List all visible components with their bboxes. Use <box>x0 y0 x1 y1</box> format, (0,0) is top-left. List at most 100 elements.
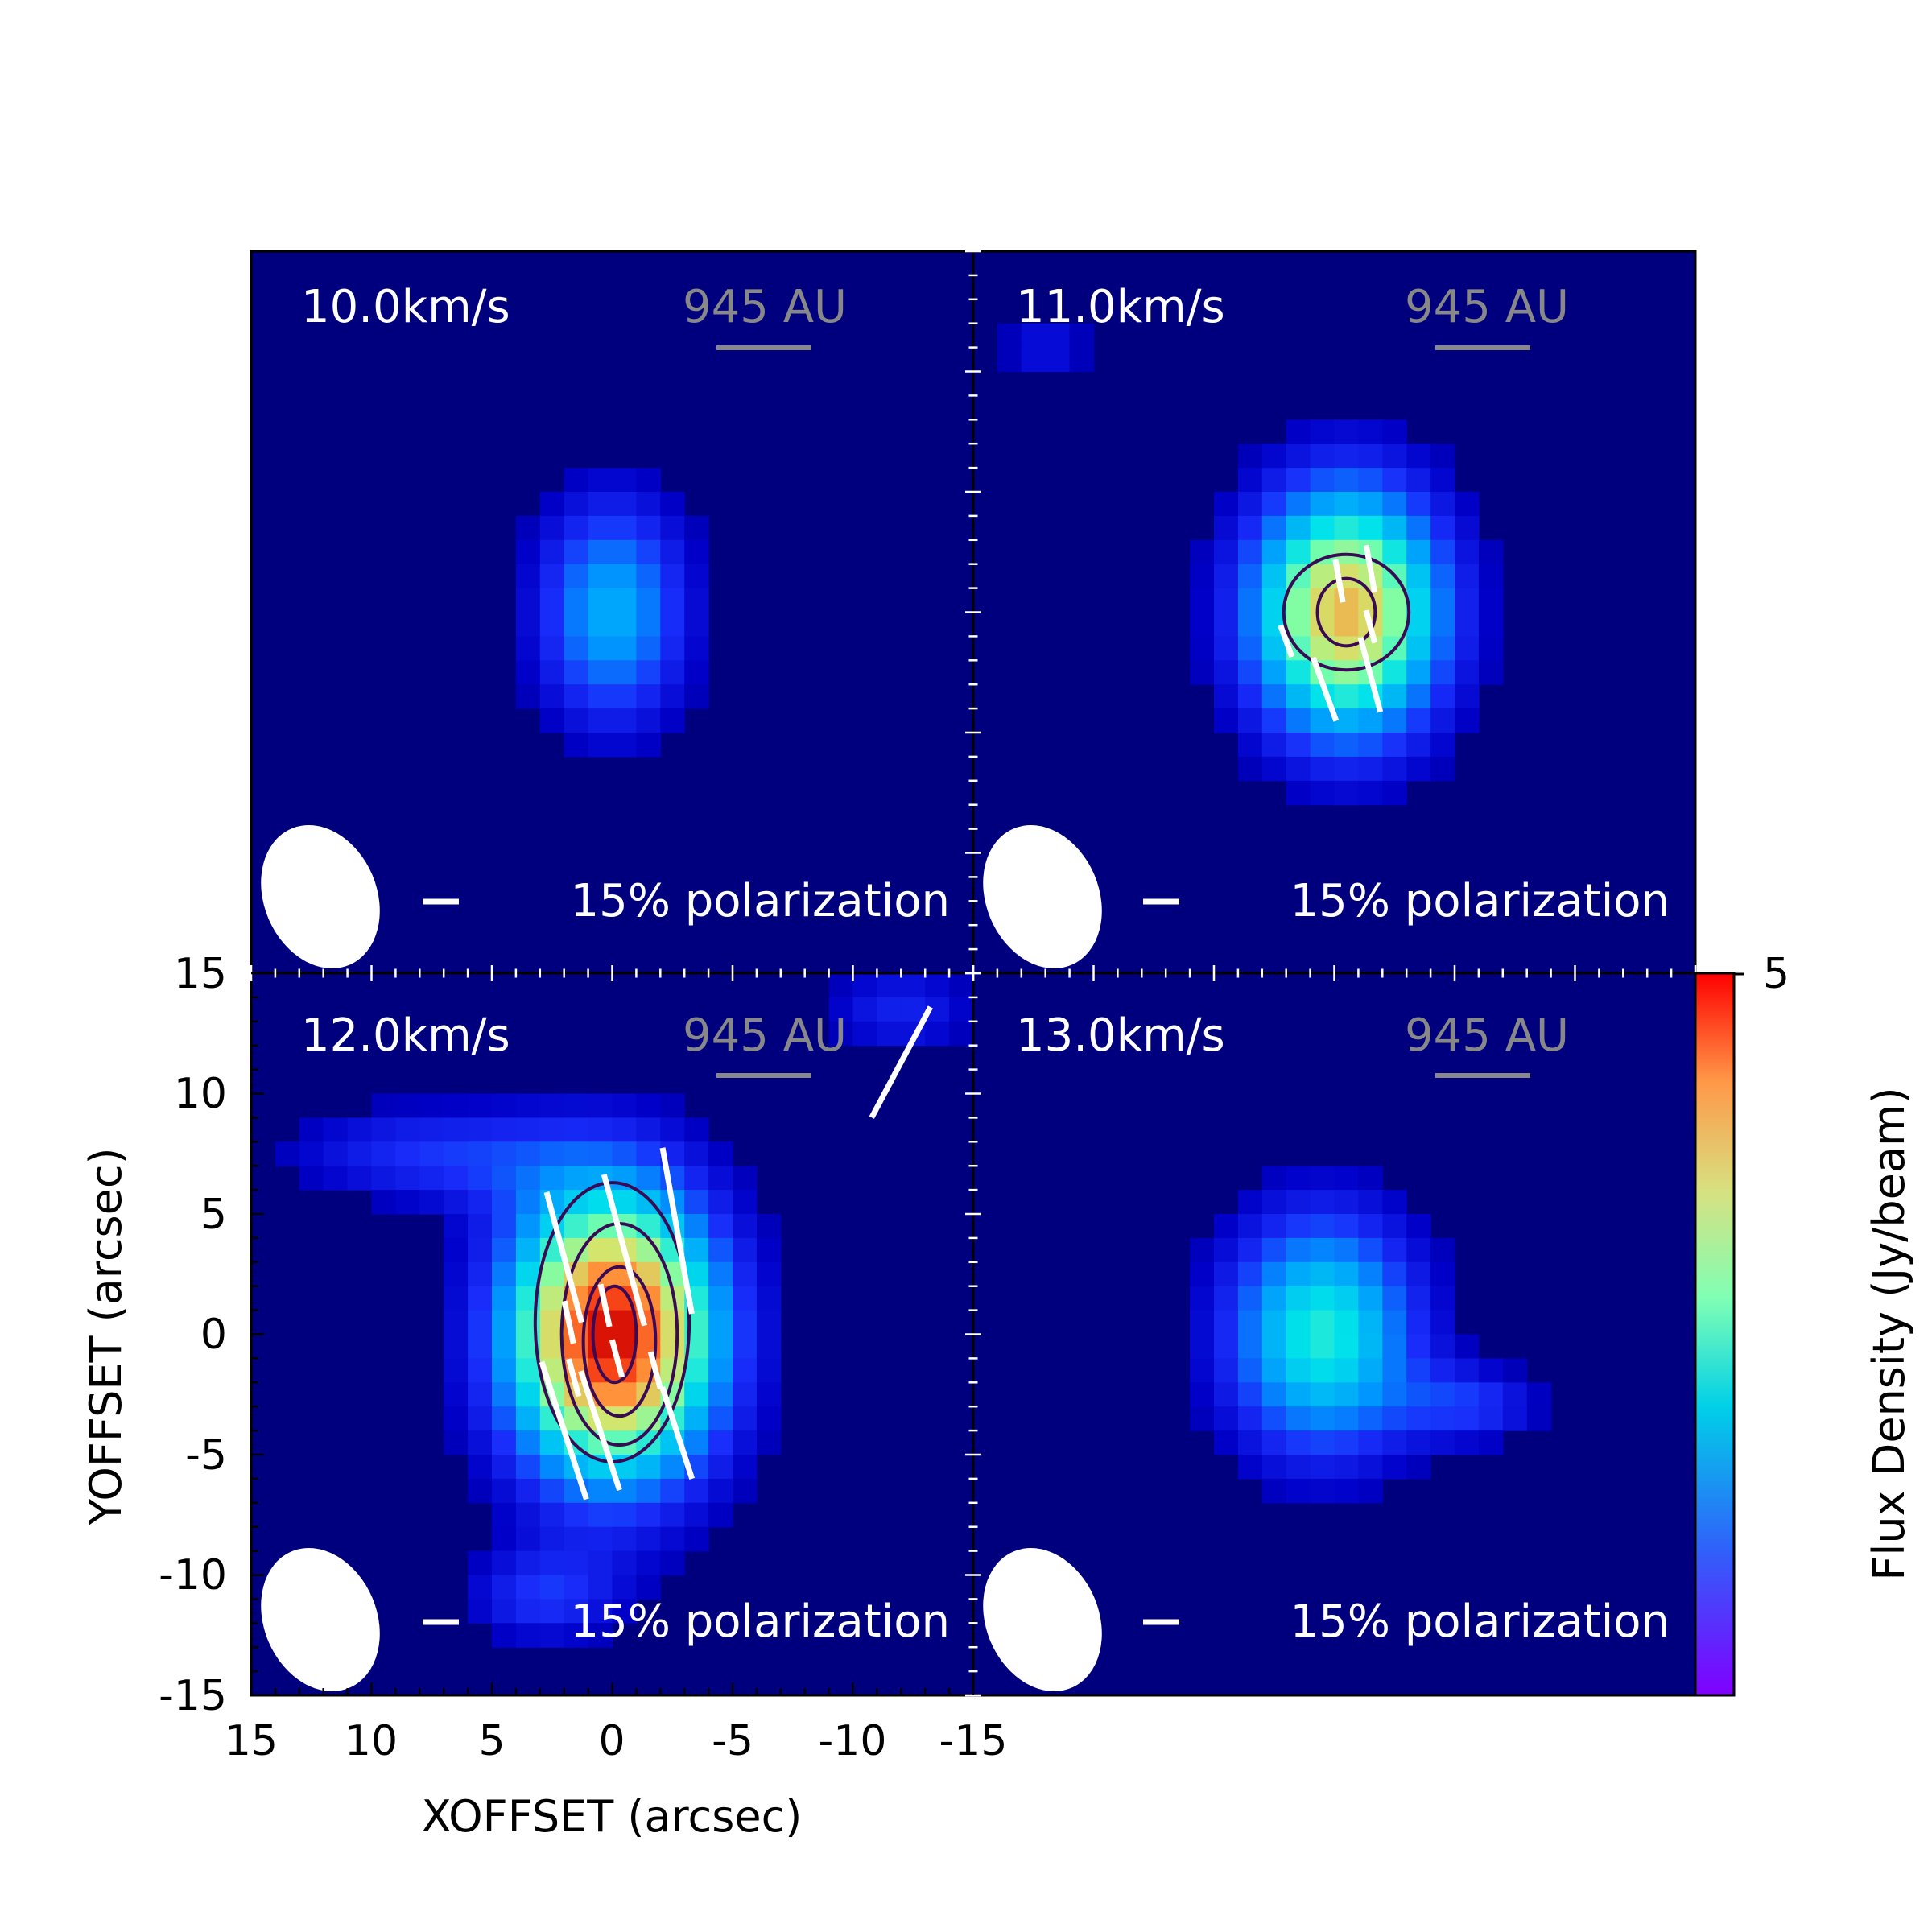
map-pixel <box>468 1093 493 1118</box>
map-pixel <box>1310 1261 1335 1287</box>
map-pixel <box>1455 1430 1480 1455</box>
map-pixel <box>564 1214 589 1239</box>
map-pixel <box>1406 1310 1431 1335</box>
map-pixel <box>1237 756 1263 782</box>
map-pixel <box>323 1166 349 1191</box>
polarization-vector <box>1332 559 1346 603</box>
map-pixel <box>828 997 854 1022</box>
map-pixel <box>1334 1190 1359 1215</box>
map-pixel <box>708 1502 733 1528</box>
map-pixel <box>852 973 877 998</box>
map-pixel <box>419 1117 444 1142</box>
map-pixel <box>1334 660 1359 685</box>
map-pixel <box>901 973 926 998</box>
map-pixel <box>1502 1358 1528 1383</box>
map-pixel <box>1310 1430 1335 1455</box>
map-pixel <box>733 1382 758 1407</box>
colorbar-label: Flux Density (Jy/beam) <box>1864 1087 1914 1580</box>
map-pixel <box>1502 1382 1528 1407</box>
map-pixel <box>1478 1358 1504 1383</box>
y-tick-label: 15 <box>174 950 227 998</box>
map-pixel <box>515 1214 541 1239</box>
map-pixel <box>492 1334 517 1359</box>
map-pixel <box>1406 1455 1431 1480</box>
map-pixel <box>564 1166 589 1191</box>
map-pixel <box>1334 1237 1359 1263</box>
map-pixel <box>323 1117 349 1142</box>
map-pixel <box>1382 1406 1407 1431</box>
map-pixel <box>1310 1406 1335 1431</box>
map-pixel <box>1358 492 1383 517</box>
map-pixel <box>733 1406 758 1431</box>
map-pixel <box>660 1526 685 1552</box>
map-pixel <box>1214 1358 1239 1383</box>
polarization-vector <box>609 1339 625 1378</box>
map-pixel <box>468 1214 493 1239</box>
map-pixel <box>588 636 613 661</box>
map-pixel <box>515 588 541 613</box>
map-pixel <box>1190 636 1215 661</box>
map-pixel <box>564 1141 589 1166</box>
map-pixel <box>1334 444 1359 469</box>
map-pixel <box>299 1166 324 1191</box>
map-pixel <box>612 515 637 541</box>
map-pixel <box>1310 1190 1335 1215</box>
map-pixel <box>1261 492 1287 517</box>
map-pixel <box>515 1406 541 1431</box>
map-pixel <box>419 1093 444 1118</box>
map-pixel <box>492 1261 517 1287</box>
polarization-vector <box>601 1174 647 1327</box>
map-pixel <box>1382 539 1407 565</box>
map-pixel <box>468 1286 493 1311</box>
map-pixel <box>1382 684 1407 709</box>
map-pixel <box>395 1141 420 1166</box>
map-pixel <box>492 1214 517 1239</box>
colorbar-gradient <box>1694 972 1736 1697</box>
map-pixel <box>444 1334 469 1359</box>
map-pixel <box>756 1334 782 1359</box>
map-pixel <box>708 1190 733 1215</box>
map-pixel <box>1310 1382 1335 1407</box>
map-pixel <box>1430 492 1455 517</box>
map-pixel <box>588 564 613 589</box>
map-pixel <box>444 1141 469 1166</box>
map-pixel <box>1406 492 1431 517</box>
map-pixel <box>1358 1455 1383 1480</box>
map-pixel <box>1430 756 1455 782</box>
map-pixel <box>515 1478 541 1504</box>
map-pixel <box>444 1382 469 1407</box>
map-pixel <box>1286 756 1311 782</box>
map-pixel <box>997 323 1022 349</box>
beam-ellipse <box>983 1548 1102 1691</box>
map-pixel <box>564 1117 589 1142</box>
map-pixel <box>612 1117 637 1142</box>
map-pixel <box>1406 660 1431 685</box>
map-pixel <box>1334 708 1359 733</box>
map-pixel <box>636 733 661 758</box>
map-pixel <box>492 1166 517 1191</box>
map-pixel <box>1286 1334 1311 1359</box>
polarization-vector <box>1363 609 1378 644</box>
map-pixel <box>539 1478 565 1504</box>
map-pixel <box>492 1190 517 1215</box>
map-pixel <box>539 1093 565 1118</box>
map-pixel <box>588 1575 613 1600</box>
beam-ellipse <box>983 825 1102 968</box>
map-pixel <box>1455 660 1480 685</box>
polarization-vectors <box>1278 544 1384 722</box>
panel-11kms: 11.0km/s 945 AU 15% polarization <box>972 250 1697 975</box>
map-pixel <box>1382 1310 1407 1335</box>
map-pixel <box>468 1237 493 1263</box>
map-pixel <box>877 973 902 998</box>
map-pixel <box>1455 636 1480 661</box>
map-pixel <box>299 1141 324 1166</box>
map-pixel <box>1310 492 1335 517</box>
map-pixel <box>299 1117 324 1142</box>
map-pixel <box>1382 1190 1407 1215</box>
map-pixel <box>1286 1406 1311 1431</box>
map-pixel <box>1334 1286 1359 1311</box>
map-pixel <box>1286 1190 1311 1215</box>
map-pixel <box>564 515 589 541</box>
map-pixel <box>636 1093 661 1118</box>
map-pixel <box>1286 1310 1311 1335</box>
